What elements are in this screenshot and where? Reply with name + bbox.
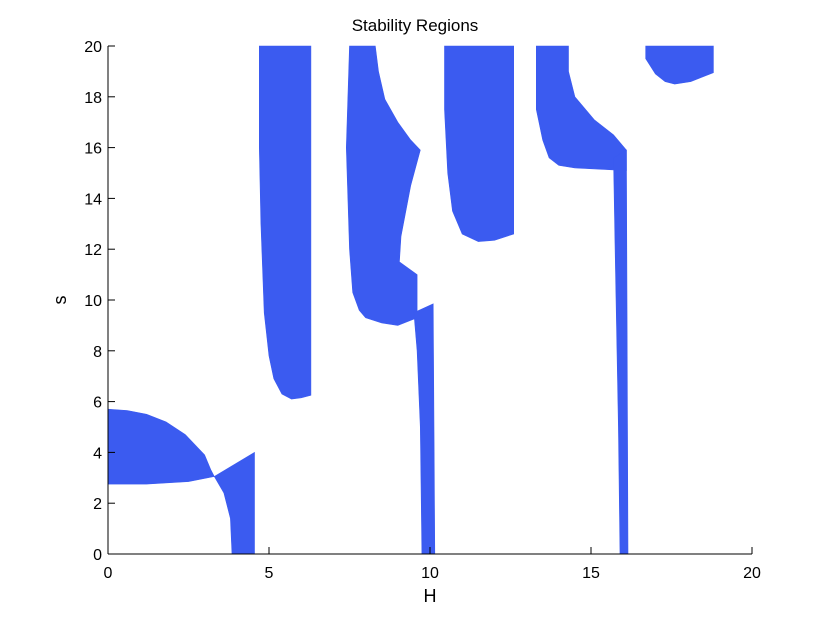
x-axis-label: H bbox=[424, 586, 437, 606]
chart-title: Stability Regions bbox=[352, 16, 479, 35]
stability-regions bbox=[107, 45, 714, 555]
stability-region-2 bbox=[258, 45, 312, 400]
tick-labels: 0 5 10 15 20 0 2 4 6 8 10 12 14 16 18 20 bbox=[84, 39, 761, 582]
stability-region-6 bbox=[535, 45, 627, 171]
x-tick-label: 20 bbox=[743, 565, 761, 582]
stability-region-8 bbox=[645, 45, 714, 85]
y-tick-label: 12 bbox=[84, 242, 102, 259]
y-tick-label: 6 bbox=[93, 395, 102, 412]
x-tick-label: 15 bbox=[582, 565, 600, 582]
tick-marks bbox=[107, 45, 753, 555]
y-tick-label: 16 bbox=[84, 141, 102, 158]
stability-region-4 bbox=[413, 303, 436, 555]
stability-region-3 bbox=[345, 45, 421, 326]
y-tick-label: 8 bbox=[93, 344, 102, 361]
y-tick-label: 18 bbox=[84, 90, 102, 107]
x-tick-label: 0 bbox=[104, 565, 113, 582]
y-axis-label: s bbox=[50, 296, 70, 305]
y-tick-label: 14 bbox=[84, 191, 102, 208]
stability-region-1 bbox=[107, 408, 255, 555]
stability-region-7 bbox=[613, 149, 629, 555]
stability-region-5 bbox=[444, 45, 515, 242]
x-tick-label: 5 bbox=[265, 565, 274, 582]
y-tick-label: 10 bbox=[84, 293, 102, 310]
y-tick-label: 2 bbox=[93, 496, 102, 513]
y-tick-label: 20 bbox=[84, 39, 102, 56]
y-tick-label: 4 bbox=[93, 445, 102, 462]
x-tick-label: 10 bbox=[421, 565, 439, 582]
y-tick-label: 0 bbox=[93, 547, 102, 564]
